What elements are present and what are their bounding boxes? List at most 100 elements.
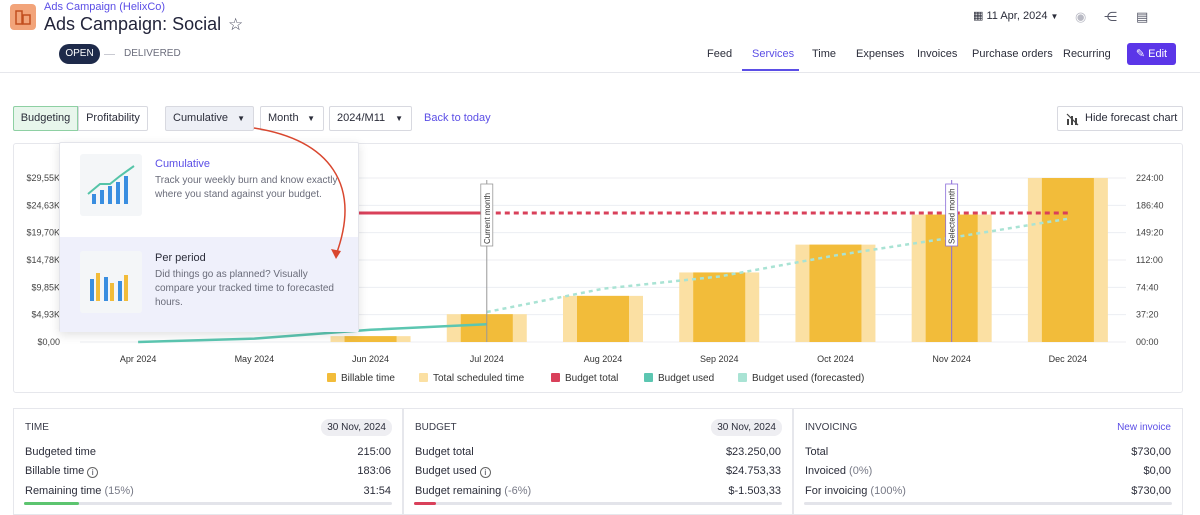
hide-forecast-button[interactable]: Hide forecast chart [1057,106,1183,131]
breadcrumb[interactable]: Ads Campaign (HelixCo) [44,1,166,13]
chevron-down-icon: ▼ [395,114,403,123]
new-invoice-link[interactable]: New invoice [1117,422,1171,433]
x-tick-label: May 2024 [235,354,275,364]
y-right-tick-label: 74:40 [1136,282,1159,292]
billable-bar [1041,178,1094,342]
y-right-tick-label: 149:20 [1136,228,1164,238]
menu-item-cumulative[interactable]: Cumulative Track your weekly burn and kn… [60,143,358,236]
marker-label: Selected month [948,188,957,244]
active-tab-indicator [742,69,799,71]
status-delivered-label[interactable]: DELIVERED [124,48,181,59]
info-icon[interactable]: i [479,467,491,478]
chart-off-icon [1066,112,1079,135]
date-picker[interactable]: ▦ 11 Apr, 2024 ▼ [973,9,1058,22]
legend-swatch [738,373,747,382]
share-icon[interactable]: ⋲ [1104,9,1117,24]
legend-label: Budget used [658,373,714,384]
month-value: 2024/M11 [337,112,386,124]
tab-invoices[interactable]: Invoices [917,48,958,60]
billable-bar [344,336,397,342]
row-label-with-info: Budget used i [415,465,491,478]
row-value: $730,00 [1131,446,1171,458]
y-right-tick-label: 186:40 [1136,200,1164,210]
y-left-tick-label: $4,93K [31,310,60,320]
time-progress [24,502,392,505]
legend-swatch [551,373,560,382]
tab-purchase-orders[interactable]: Purchase orders [972,48,1053,60]
row-value: $24.753,33 [725,465,781,477]
x-tick-label: Nov 2024 [932,354,971,364]
row-value: $-1.503,33 [728,485,781,497]
tab-recurring[interactable]: Recurring [1063,48,1111,60]
billable-bar [693,272,746,342]
y-left-tick-label: $19,70K [26,228,60,238]
row-label: Budget remaining [415,485,502,497]
row-label: Invoiced [805,465,846,477]
eye-icon[interactable]: ◉ [1075,9,1087,24]
legend-label: Billable time [341,373,395,384]
tab-expenses[interactable]: Expenses [856,48,905,60]
tab-time[interactable]: Time [812,48,837,60]
x-tick-label: Dec 2024 [1049,354,1088,364]
menu-item-title: Per period [155,252,206,264]
card-title: BUDGET [415,422,457,433]
row-label-with-sub: For invoicing (100%) [805,485,906,497]
row-label-with-info: Billable time i [25,465,99,478]
budget-summary-card: BUDGET 30 Nov, 2024 Budget total $23.250… [403,408,793,515]
row-value: 183:06 [357,465,391,477]
calendar-icon: ▦ [973,10,984,22]
row-value: $0,00 [1143,465,1171,477]
y-left-tick-label: $29,55K [26,173,60,183]
budget-progress-fill [414,502,437,505]
time-summary-card: TIME 30 Nov, 2024 Budgeted time 215:00 B… [13,408,403,515]
card-title: INVOICING [805,422,858,433]
marker-label-box [945,183,959,247]
y-left-tick-label: $24,63K [26,200,60,210]
legend-swatch [419,373,428,382]
row-value: $730,00 [1131,485,1171,497]
chevron-down-icon: ▼ [307,114,315,123]
row-label-with-sub: Budget remaining (-6%) [415,485,531,497]
status-open-badge[interactable]: OPEN [59,44,100,64]
legend-label: Budget total [565,373,618,384]
info-icon[interactable]: i [87,467,99,478]
back-to-today-link[interactable]: Back to today [424,112,491,124]
y-right-tick-label: 112:00 [1136,255,1163,265]
page-header: Ads Campaign (HelixCo) Ads Campaign: Soc… [0,0,1200,73]
row-value: 215:00 [357,446,391,458]
panel-icon[interactable]: ▤ [1136,9,1149,24]
row-value: $23.250,00 [725,446,781,458]
month-select[interactable]: 2024/M11 ▼ [329,106,412,131]
profitability-toggle[interactable]: Profitability [78,106,148,131]
invoicing-progress [804,502,1172,505]
edit-button[interactable]: ✎ Edit [1127,43,1176,65]
budgeting-toggle[interactable]: Budgeting [13,106,78,131]
page-title: Ads Campaign: Social [44,14,222,34]
row-label: Budget total [415,446,474,458]
row-sub: (15%) [104,485,134,497]
budget-progress [414,502,782,505]
marker-label-box [480,183,494,247]
invoicing-summary-card: INVOICING New invoice Total $730,00 Invo… [793,408,1183,515]
card-title: TIME [25,422,49,433]
period-select[interactable]: Month ▼ [260,106,324,131]
budget-forecast-line [486,217,1069,314]
row-label-with-sub: Invoiced (0%) [805,465,872,477]
y-right-tick-label: 00:00 [1136,337,1159,347]
tab-services[interactable]: Services [752,48,795,60]
tab-feed[interactable]: Feed [707,48,733,60]
card-date[interactable]: 30 Nov, 2024 [321,419,392,436]
chevron-down-icon: ▼ [1050,12,1059,21]
legend-label: Budget used (forecasted) [752,373,864,384]
mode-select[interactable]: Cumulative ▼ [165,106,254,131]
edit-label: Edit [1148,48,1168,60]
card-date[interactable]: 30 Nov, 2024 [711,419,782,436]
star-icon[interactable]: ☆ [228,15,244,34]
cumulative-chart-icon [80,154,142,216]
row-label-with-sub: Remaining time (15%) [25,485,134,497]
menu-item-per-period[interactable]: Per period Did things go as planned? Vis… [60,237,358,332]
y-left-tick-label: $0,00 [37,337,60,347]
legend-swatch [644,373,653,382]
billable-bar [577,295,629,342]
per-period-chart-icon [80,251,142,313]
